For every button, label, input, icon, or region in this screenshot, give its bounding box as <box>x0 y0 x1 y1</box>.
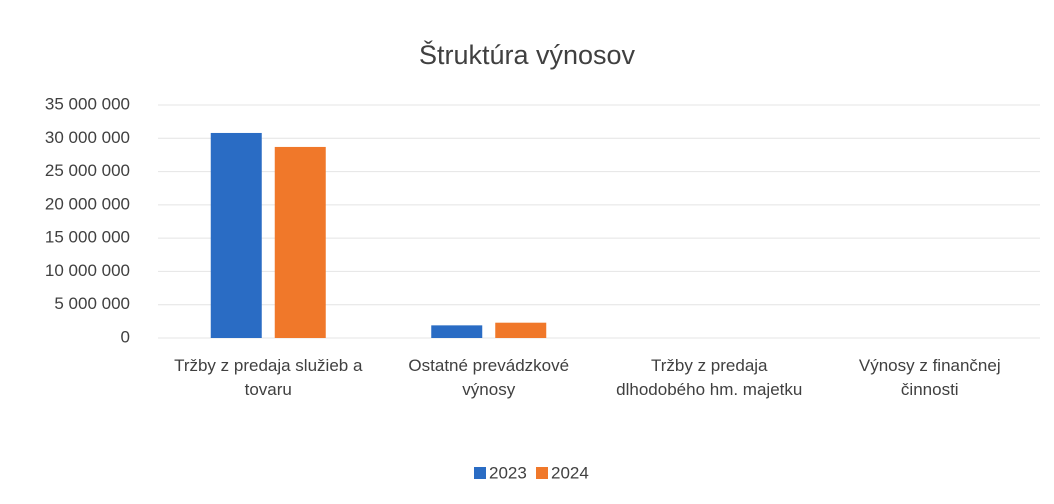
y-tick-label: 30 000 000 <box>45 128 130 147</box>
y-tick-label: 25 000 000 <box>45 161 130 180</box>
legend-label: 2023 <box>489 463 527 482</box>
y-tick-label: 20 000 000 <box>45 194 130 213</box>
legend-label: 2024 <box>551 463 589 482</box>
x-tick-label: Tržby z predaja dlhodobého hm. majetku <box>616 356 803 399</box>
legend-swatch <box>474 467 486 479</box>
bar <box>274 146 326 338</box>
x-tick-label: Tržby z predaja služieb a tovaru <box>174 356 363 399</box>
chart-title: Štruktúra výnosov <box>419 39 636 70</box>
y-tick-label: 10 000 000 <box>45 261 130 280</box>
y-tick-label: 15 000 000 <box>45 228 130 247</box>
y-tick-label: 5 000 000 <box>54 294 130 313</box>
y-tick-label: 35 000 000 <box>45 94 130 113</box>
bar <box>210 132 262 338</box>
bar <box>495 322 547 338</box>
x-tick-label: Ostatné prevádzkové výnosy <box>408 356 570 399</box>
y-tick-label: 0 <box>121 327 130 346</box>
bar <box>431 325 483 338</box>
legend-swatch <box>536 467 548 479</box>
x-tick-label: Výnosy z finančnej činnosti <box>858 356 1001 399</box>
